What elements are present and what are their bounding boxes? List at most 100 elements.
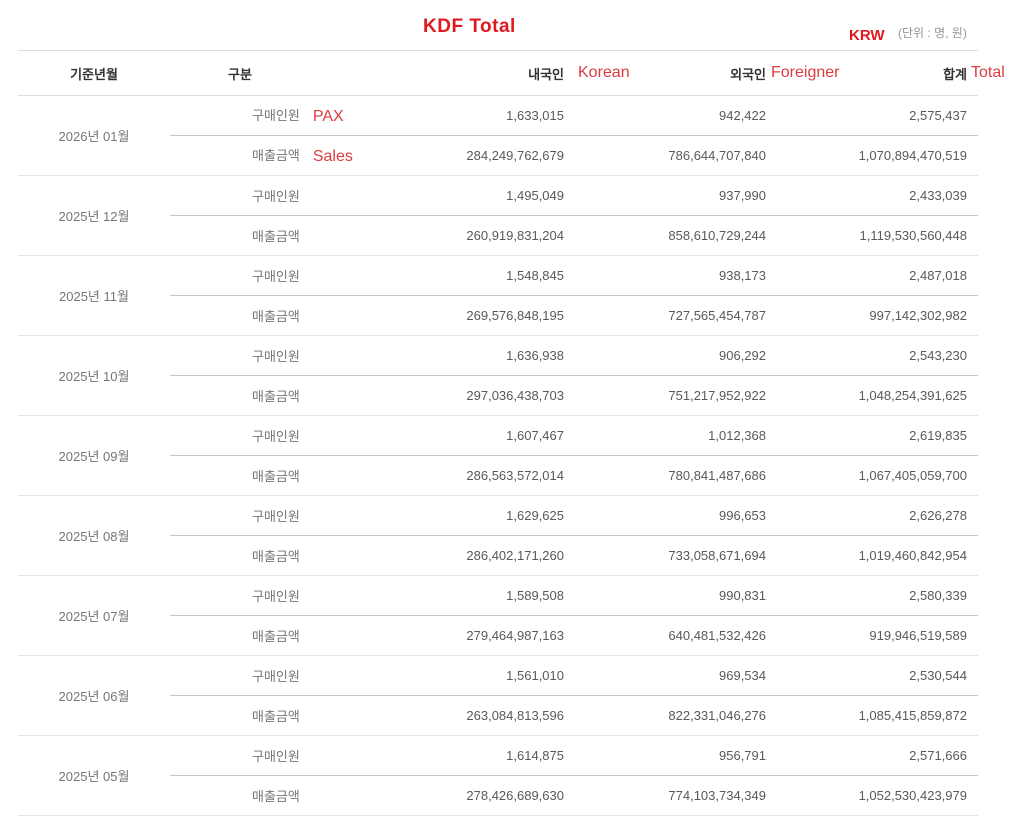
monthly-stats-table: 기준년월 구분 내국인 Korean 외국인 Foreigner 합계 Tota…: [18, 50, 1005, 816]
category-label: 매출금액: [252, 389, 300, 404]
sales-korean-value: 284,249,762,679: [466, 148, 564, 163]
pax-row: 2025년 05월 구매인원 1,614,875 956,791 2,571,666: [18, 735, 978, 784]
category-cell: 구매인원: [170, 655, 330, 696]
sales-foreigner-value: 733,058,671,694: [668, 548, 766, 563]
category-label: 구매인원: [252, 349, 300, 364]
sales-total-value: 1,048,254,391,625: [858, 388, 967, 403]
pax-row: 2025년 09월 구매인원 1,607,467 1,012,368 2,619,835: [18, 415, 978, 464]
pax-row: 2025년 06월 구매인원 1,561,010 969,534 2,530,544: [18, 655, 978, 704]
sales-row: 매출금액 286,563,572,014 780,841,487,686 1,067,…: [18, 456, 978, 496]
sales-korean-value: 263,084,813,596: [466, 708, 564, 723]
pax-total-value: 2,571,666: [767, 735, 978, 776]
sales-foreigner-value: 858,610,729,244: [668, 228, 766, 243]
month-group: 2026년 01월 구매인원 PAX 1,633,015 942,422 2,575,43…: [18, 95, 978, 176]
sales-total-value: 1,052,530,423,979: [858, 788, 967, 803]
table-header: 기준년월 구분 내국인 Korean 외국인 Foreigner 합계 Tota…: [18, 50, 1005, 96]
sales-total-value: 1,067,405,059,700: [858, 468, 967, 483]
pax-total-value: 2,487,018: [767, 255, 978, 296]
category-cell: 매출금액: [170, 616, 330, 656]
annotation-sales: Sales: [312, 147, 353, 165]
category-label: 구매인원: [252, 749, 300, 764]
sales-row: 매출금액 269,576,848,195 727,565,454,787 997,14…: [18, 296, 978, 336]
category-label: 구매인원: [252, 429, 300, 444]
pax-foreigner-value: 937,990: [565, 175, 767, 216]
category-label: 매출금액: [252, 709, 300, 724]
month-cell: 2025년 05월: [58, 769, 130, 784]
column-header-category: 구분: [228, 66, 252, 82]
month-cell: 2025년 11월: [59, 289, 129, 304]
column-header-foreigner-label: 외국인: [730, 66, 766, 82]
annotation-pax: PAX: [312, 107, 344, 125]
sales-total-value: 919,946,519,589: [869, 628, 967, 643]
month-cell: 2025년 06월: [58, 689, 130, 704]
sales-total-value: 997,142,302,982: [869, 308, 967, 323]
month-cell: 2025년 07월: [58, 609, 130, 624]
column-header-foreigner: 외국인 Foreigner: [565, 51, 839, 96]
month-group: 2025년 09월 구매인원 1,607,467 1,012,368 2,619,835…: [18, 415, 978, 496]
column-header-total: 합계 Total: [767, 51, 1005, 96]
pax-row: 2026년 01월 구매인원 PAX 1,633,015 942,422 2,575,43…: [18, 95, 978, 144]
pax-korean-value: 1,607,467: [330, 415, 565, 456]
category-cell: 구매인원: [170, 335, 330, 376]
sales-korean-value: 297,036,438,703: [466, 388, 564, 403]
month-cell: 2025년 09월: [58, 449, 130, 464]
sales-korean-value: 269,576,848,195: [466, 308, 564, 323]
category-label: 구매인원: [252, 108, 300, 124]
pax-korean-value: 1,629,625: [330, 495, 565, 536]
month-group: 2025년 06월 구매인원 1,561,010 969,534 2,530,544 매출…: [18, 655, 978, 736]
column-header-total-label: 합계: [943, 66, 967, 82]
category-label: 구매인원: [252, 269, 300, 284]
pax-total-value: 2,543,230: [767, 335, 978, 376]
pax-korean-value: 1,548,845: [330, 255, 565, 296]
category-label: 매출금액: [252, 309, 300, 324]
category-cell: 매출금액: [170, 696, 330, 736]
pax-row: 2025년 07월 구매인원 1,589,508 990,831 2,580,339: [18, 575, 978, 624]
category-label: 매출금액: [252, 148, 300, 164]
category-cell: 구매인원: [170, 495, 330, 536]
sales-total-value: 1,070,894,470,519: [858, 148, 967, 163]
sales-korean-value: 286,563,572,014: [466, 468, 564, 483]
pax-korean-value: 1,589,508: [330, 575, 565, 616]
category-cell: 구매인원: [170, 255, 330, 296]
pax-total-value: 2,433,039: [767, 175, 978, 216]
category-label: 매출금액: [252, 229, 300, 244]
annotation-foreigner: Foreigner: [771, 64, 840, 81]
sales-row: 매출금액 286,402,171,260 733,058,671,694 1,019,…: [18, 536, 978, 576]
pax-row: 2025년 08월 구매인원 1,629,625 996,653 2,626,278: [18, 495, 978, 544]
sales-total-value: 1,119,530,560,448: [859, 228, 967, 243]
pax-foreigner-value: 1,012,368: [565, 415, 767, 456]
currency-label: KRW: [849, 27, 885, 44]
table-header-row: 기준년월 구분 내국인 Korean 외국인 Foreigner 합계 Tota…: [18, 51, 1005, 96]
sales-korean-value: 286,402,171,260: [466, 548, 564, 563]
sales-row: 매출금액 263,084,813,596 822,331,046,276 1,085,…: [18, 696, 978, 736]
month-group: 2025년 05월 구매인원 1,614,875 956,791 2,571,666 매출…: [18, 735, 978, 816]
category-label: 매출금액: [252, 549, 300, 564]
category-cell: 구매인원: [170, 415, 330, 456]
category-label: 매출금액: [252, 789, 300, 804]
category-cell: 매출금액 Sales: [170, 136, 353, 176]
category-cell: 구매인원: [170, 735, 330, 776]
month-group: 2025년 10월 구매인원 1,636,938 906,292 2,543,230 매출…: [18, 335, 978, 416]
sales-row: 매출금액 279,464,987,163 640,481,532,426 919,94…: [18, 616, 978, 656]
sales-foreigner-value: 640,481,532,426: [668, 628, 766, 643]
month-cell: 2025년 08월: [58, 529, 130, 544]
pax-row: 2025년 12월 구매인원 1,495,049 937,990 2,433,039: [18, 175, 978, 224]
category-label: 구매인원: [252, 189, 300, 204]
category-label: 구매인원: [252, 509, 300, 524]
pax-foreigner-value: 942,422: [565, 95, 767, 136]
annotation-total: Total: [971, 64, 1005, 81]
sales-korean-value: 260,919,831,204: [466, 228, 564, 243]
sales-foreigner-value: 751,217,952,922: [668, 388, 766, 403]
column-header-month: 기준년월: [70, 66, 118, 82]
month-group: 2025년 08월 구매인원 1,629,625 996,653 2,626,278 매출…: [18, 495, 978, 576]
pax-foreigner-value: 990,831: [565, 575, 767, 616]
pax-korean-value: 1,633,015: [330, 95, 565, 136]
category-cell: 매출금액: [170, 776, 330, 816]
pax-korean-value: 1,561,010: [330, 655, 565, 696]
pax-foreigner-value: 938,173: [565, 255, 767, 296]
pax-korean-value: 1,636,938: [330, 335, 565, 376]
sales-foreigner-value: 727,565,454,787: [668, 308, 766, 323]
sales-foreigner-value: 786,644,707,840: [668, 148, 766, 163]
category-label: 구매인원: [252, 589, 300, 604]
pax-foreigner-value: 956,791: [565, 735, 767, 776]
